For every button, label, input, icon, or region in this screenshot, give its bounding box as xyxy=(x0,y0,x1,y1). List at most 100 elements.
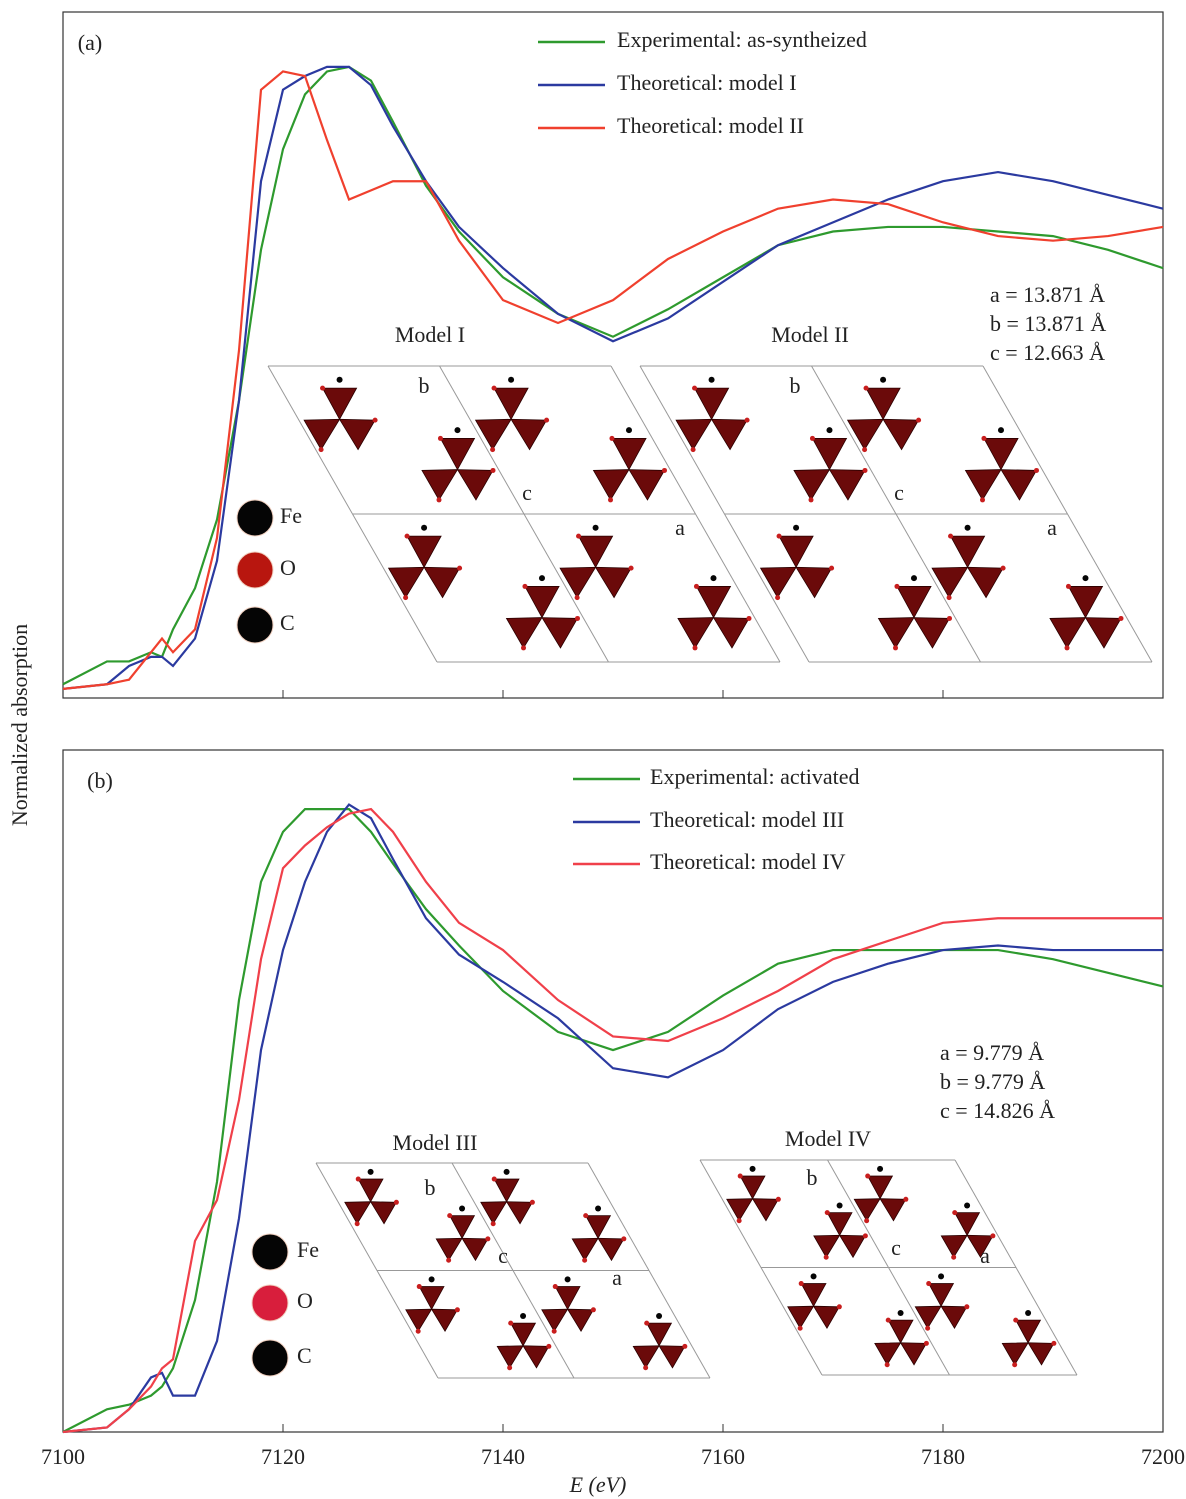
fe-octahedron xyxy=(457,470,493,500)
o-atom xyxy=(417,1284,422,1289)
fe-octahedron xyxy=(1028,1343,1054,1365)
c-atom xyxy=(368,1169,374,1175)
fe-octahedron xyxy=(542,618,578,648)
fe-octahedron xyxy=(407,536,441,567)
o-atom xyxy=(447,1213,452,1218)
fe-octahedron xyxy=(555,1287,580,1310)
o-atom xyxy=(948,534,953,539)
c-atom xyxy=(429,1276,435,1282)
fe-octahedron xyxy=(586,1216,611,1239)
o-atom xyxy=(492,1177,497,1182)
o-atom xyxy=(924,1341,929,1346)
o-atom xyxy=(490,447,495,452)
o-atom xyxy=(575,616,580,621)
fe-octahedron xyxy=(753,1199,779,1221)
fe-octahedron xyxy=(579,536,613,567)
c-atom xyxy=(998,427,1004,433)
c-atom xyxy=(826,427,832,433)
fe-octahedron xyxy=(358,1179,383,1202)
x-tick-label: 7160 xyxy=(701,1444,745,1469)
o-atom xyxy=(745,418,750,423)
c-atom xyxy=(837,1202,843,1208)
fe-octahedron xyxy=(740,1176,765,1199)
o-atom xyxy=(662,468,667,473)
o-atom xyxy=(457,566,462,571)
fe-octahedron xyxy=(878,618,914,648)
o-atom xyxy=(591,1307,596,1312)
fe-octahedron xyxy=(424,567,460,597)
fe-octahedron xyxy=(568,1309,594,1331)
y-axis-label: Normalized absorption xyxy=(7,624,32,826)
fe-octahedron xyxy=(304,419,340,449)
fe-octahedron xyxy=(712,419,748,449)
o-atom xyxy=(837,1304,842,1309)
axis-label: b xyxy=(790,373,801,398)
lattice-parameter: a = 9.779 Å xyxy=(940,1040,1044,1065)
o-atom xyxy=(437,497,442,502)
legend-label: Theoretical: model I xyxy=(617,70,797,95)
fe-octahedron xyxy=(419,1287,444,1310)
o-atom xyxy=(1066,584,1071,589)
c-atom xyxy=(964,1202,970,1208)
o-atom xyxy=(355,1221,360,1226)
atom-label: C xyxy=(297,1343,312,1368)
o-atom xyxy=(1012,1362,1017,1367)
fe-octahedron xyxy=(523,1346,549,1368)
fe-octahedron xyxy=(788,1306,814,1328)
lattice-parameter: a = 13.871 Å xyxy=(990,282,1105,307)
o-atom xyxy=(507,1365,512,1370)
o-atom xyxy=(964,1304,969,1309)
lattice-parameter: b = 13.871 Å xyxy=(990,311,1106,336)
c-atom xyxy=(965,525,971,531)
o-atom xyxy=(903,1197,908,1202)
c-atom xyxy=(750,1166,756,1172)
c-atom xyxy=(520,1313,526,1319)
x-tick-label: 7180 xyxy=(921,1444,965,1469)
fe-octahedron xyxy=(955,1213,980,1236)
legend-label: Theoretical: model III xyxy=(650,807,844,832)
o-atom xyxy=(508,1321,513,1326)
c-atom xyxy=(595,1205,601,1211)
c-atom xyxy=(911,575,917,581)
o-atom xyxy=(621,1236,626,1241)
fe-octahedron xyxy=(1050,618,1086,648)
c-atom xyxy=(508,377,514,383)
o-atom xyxy=(608,497,613,502)
fe-octahedron xyxy=(494,1179,519,1202)
o-atom xyxy=(1001,566,1006,571)
o-atom xyxy=(552,1329,557,1334)
fe-octahedron xyxy=(1002,1343,1028,1365)
o-atom xyxy=(809,497,814,502)
model-label: Model IV xyxy=(785,1126,871,1151)
c-atom xyxy=(337,377,343,383)
o-atom xyxy=(951,1255,956,1260)
c-atom xyxy=(793,525,799,531)
c-atom xyxy=(421,525,427,531)
crystal-structure xyxy=(700,1160,1077,1375)
o-atom xyxy=(864,1218,869,1223)
fe-octahedron xyxy=(713,618,749,648)
fe-octahedron xyxy=(598,1238,624,1260)
fe-octahedron xyxy=(629,470,665,500)
o-atom xyxy=(829,566,834,571)
o-atom xyxy=(894,584,899,589)
o-atom xyxy=(643,1365,648,1370)
o-atom xyxy=(747,616,752,621)
fe-octahedron xyxy=(440,438,474,469)
crystal-structure xyxy=(316,1163,710,1378)
o-atom xyxy=(455,1307,460,1312)
fe-octahedron xyxy=(647,1323,672,1346)
o-atom xyxy=(691,447,696,452)
o-atom xyxy=(737,1218,742,1223)
c-atom xyxy=(593,525,599,531)
fe-octahedron xyxy=(951,536,985,567)
atom-swatch xyxy=(237,500,273,536)
axis-label: a xyxy=(1047,515,1057,540)
fe-octahedron xyxy=(696,586,730,617)
o-atom xyxy=(926,1281,931,1286)
c-atom xyxy=(656,1313,662,1319)
fe-octahedron xyxy=(1085,618,1121,648)
legend-label: Theoretical: model IV xyxy=(650,849,846,874)
c-atom xyxy=(459,1205,465,1211)
o-atom xyxy=(777,534,782,539)
